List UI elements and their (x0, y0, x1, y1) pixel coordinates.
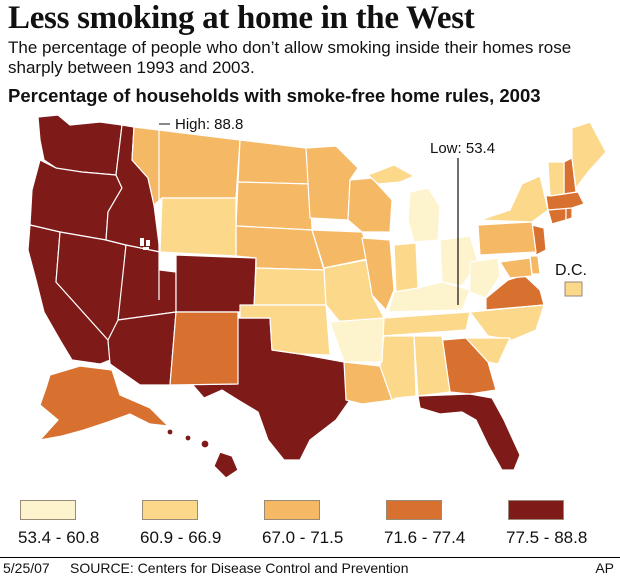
map-heading: Percentage of households with smoke-free… (8, 85, 541, 106)
state-maine (571, 121, 607, 189)
us-map: High: 88.8 Low: 53.4 D.C. (27, 114, 607, 479)
dc-swatch (564, 281, 583, 297)
subtitle: The percentage of people who don’t allow… (8, 38, 572, 77)
alaska (39, 365, 169, 441)
state-colorado (175, 254, 257, 313)
state-hawaii-oahu (184, 434, 192, 442)
legend-item: 60.9 - 66.9 (140, 500, 250, 550)
state-west-virginia (469, 257, 501, 299)
state-hawaii-maui (200, 439, 210, 449)
state-south-dakota (235, 181, 313, 231)
state-new-mexico (169, 311, 239, 386)
legend-item: 67.0 - 71.5 (262, 500, 372, 550)
state-connecticut (547, 207, 567, 225)
great-salt-lake-icon (140, 238, 150, 250)
dc-label: D.C. (555, 262, 587, 279)
state-hawaii-big-island (213, 451, 239, 479)
legend-swatch (142, 500, 198, 520)
legend-swatch (508, 500, 564, 520)
footer-date: 5/25/07 (3, 560, 50, 576)
state-wyoming (159, 197, 237, 257)
state-south-carolina (465, 337, 511, 365)
legend-swatch (20, 500, 76, 520)
legend-item: 71.6 - 77.4 (384, 500, 494, 550)
state-utah (117, 244, 177, 321)
legend-swatch (386, 500, 442, 520)
state-louisiana (343, 361, 393, 405)
state-north-carolina (469, 304, 545, 341)
state-michigan-lower (407, 187, 441, 243)
legend-label: 53.4 - 60.8 (18, 528, 100, 547)
state-alabama (413, 335, 451, 397)
state-north-dakota (237, 139, 311, 185)
state-hawaii-kauai (166, 428, 174, 436)
state-florida (417, 393, 521, 471)
legend-label: 67.0 - 71.5 (262, 528, 344, 547)
state-tennessee (379, 311, 471, 337)
state-rhode-island (565, 207, 573, 221)
legend-item: 77.5 - 88.8 (506, 500, 616, 550)
footer-credit: AP (595, 560, 614, 576)
legend: 53.4 - 60.8 60.9 - 66.9 67.0 - 71.5 71.6… (18, 500, 618, 550)
legend-swatch (264, 500, 320, 520)
state-pennsylvania (477, 221, 537, 256)
state-oklahoma (239, 304, 331, 356)
footer: 5/25/07 SOURCE: Centers for Disease Cont… (0, 557, 620, 577)
legend-label: 60.9 - 66.9 (140, 528, 222, 547)
state-maryland (499, 257, 533, 279)
legend-label: 71.6 - 77.4 (384, 528, 466, 547)
footer-source: SOURCE: Centers for Disease Control and … (70, 560, 409, 576)
state-michigan-upper (367, 164, 415, 185)
state-vermont (547, 161, 565, 197)
low-callout-label: Low: 53.4 (430, 140, 495, 157)
state-new-york (479, 175, 549, 223)
state-kansas (253, 267, 327, 306)
headline: Less smoking at home in the West (8, 0, 475, 36)
state-wisconsin (347, 177, 393, 233)
legend-item: 53.4 - 60.8 (18, 500, 128, 550)
state-indiana (393, 242, 419, 293)
high-callout-label: High: 88.8 (175, 116, 243, 133)
state-arizona (107, 311, 177, 386)
legend-label: 77.5 - 88.8 (506, 528, 588, 547)
state-arkansas (329, 317, 385, 363)
